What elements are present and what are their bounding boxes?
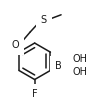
Text: OH: OH [73, 67, 88, 77]
Text: F: F [32, 89, 37, 99]
Text: OH: OH [73, 54, 88, 64]
Text: B: B [55, 61, 62, 71]
Text: S: S [41, 15, 47, 25]
Text: O: O [12, 40, 19, 50]
